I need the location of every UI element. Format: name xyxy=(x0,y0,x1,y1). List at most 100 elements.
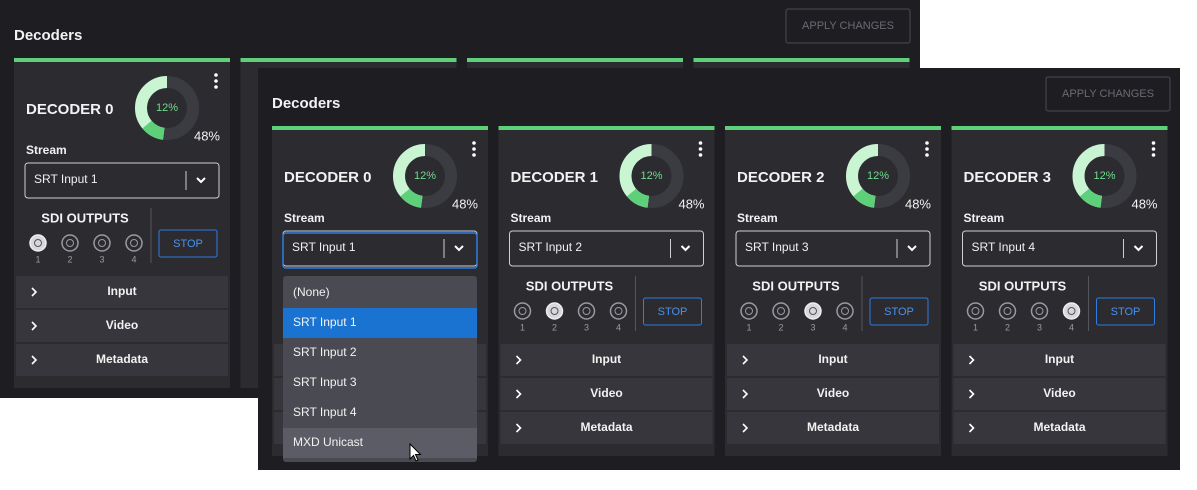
section-chevron xyxy=(31,321,38,331)
menu-dot[interactable] xyxy=(698,153,703,157)
section-chevron xyxy=(31,287,38,297)
menu-dot[interactable] xyxy=(925,153,929,157)
section-row[interactable] xyxy=(500,412,713,444)
stream-select[interactable] xyxy=(962,230,1157,267)
sdi-output-number: 2 xyxy=(552,322,557,332)
sdi-output-number: 1 xyxy=(35,254,40,264)
section-title: Input xyxy=(107,284,136,298)
section-row[interactable] xyxy=(727,412,939,444)
dropdown-option-label: SRT Input 4 xyxy=(293,405,357,419)
gauge-inner-arc xyxy=(1079,188,1103,208)
gauge-inner-arc xyxy=(142,120,165,140)
sdi-output[interactable] xyxy=(545,302,564,320)
stream-value: SRT Input 4 xyxy=(972,240,1036,254)
dropdown-option-label: SRT Input 1 xyxy=(293,315,357,329)
sdi-output[interactable] xyxy=(998,302,1017,320)
card-accent xyxy=(240,58,457,62)
sdi-output-dot xyxy=(518,307,527,315)
apply-label: APPLY CHANGES xyxy=(802,20,894,32)
sdi-output[interactable] xyxy=(804,302,822,320)
section-row[interactable] xyxy=(953,344,1166,376)
menu-dot[interactable] xyxy=(1151,147,1156,151)
select-chevron xyxy=(1133,245,1144,252)
card-accent xyxy=(467,58,683,62)
sdi-output[interactable] xyxy=(836,302,854,320)
sdi-output[interactable] xyxy=(125,234,143,252)
sdi-output[interactable] xyxy=(93,234,111,252)
stop-label: STOP xyxy=(658,306,688,318)
stop-button[interactable] xyxy=(643,297,702,326)
sdi-output-number: 2 xyxy=(67,254,72,264)
stream-value: SRT Input 1 xyxy=(34,172,98,186)
menu-dot[interactable] xyxy=(472,153,476,157)
section-chevron xyxy=(968,423,975,433)
sdi-output-dot xyxy=(777,307,785,315)
window-title: Decoders xyxy=(272,95,340,112)
gauge-inner-arc xyxy=(626,188,650,208)
card-accent xyxy=(498,126,715,130)
stop-button[interactable] xyxy=(869,297,929,326)
menu-dot[interactable] xyxy=(925,141,929,145)
section-row[interactable] xyxy=(727,344,939,376)
apply-button[interactable] xyxy=(1045,76,1171,112)
section-row[interactable] xyxy=(953,378,1166,410)
section-title: Video xyxy=(817,386,849,400)
menu-dot[interactable] xyxy=(698,141,703,145)
stop-button[interactable] xyxy=(158,229,218,258)
sdi-output[interactable] xyxy=(29,234,47,252)
menu-dot[interactable] xyxy=(1151,153,1156,157)
apply-button[interactable] xyxy=(785,8,911,44)
menu-dot[interactable] xyxy=(472,141,476,145)
select-chevron xyxy=(196,177,206,184)
sdi-output-number: 3 xyxy=(99,254,104,264)
sdi-output-dot xyxy=(1035,307,1044,315)
sdi-output-number: 2 xyxy=(1005,322,1010,332)
section-title: Metadata xyxy=(96,352,148,366)
decoder-name: DECODER 3 xyxy=(964,169,1052,186)
sdi-output[interactable] xyxy=(1030,302,1049,320)
stream-select[interactable] xyxy=(735,230,931,267)
menu-dot[interactable] xyxy=(214,85,218,89)
dropdown-option[interactable] xyxy=(283,308,477,338)
sdi-output[interactable] xyxy=(609,302,628,320)
sdi-output[interactable] xyxy=(577,302,596,320)
card-accent xyxy=(725,126,941,130)
dropdown-option-label: MXD Unicast xyxy=(293,435,364,449)
sdi-output-dot xyxy=(66,239,74,247)
section-row[interactable] xyxy=(500,378,713,410)
section-row[interactable] xyxy=(953,412,1166,444)
sdi-output-number: 3 xyxy=(1037,322,1042,332)
stop-button[interactable] xyxy=(1096,297,1155,326)
sdi-output-dot xyxy=(841,307,849,315)
menu-dot[interactable] xyxy=(925,147,929,151)
sdi-output[interactable] xyxy=(740,302,758,320)
section-row[interactable] xyxy=(16,344,228,376)
stream-select[interactable] xyxy=(509,230,704,267)
section-title: Input xyxy=(592,352,621,366)
sdi-output[interactable] xyxy=(61,234,79,252)
card-accent xyxy=(14,58,230,62)
sdi-output[interactable] xyxy=(1062,302,1081,320)
sdi-output-dot xyxy=(1067,307,1076,315)
menu-dot[interactable] xyxy=(1151,141,1156,145)
section-row[interactable] xyxy=(16,310,228,342)
menu-dot[interactable] xyxy=(472,147,476,151)
menu-dot[interactable] xyxy=(214,79,218,83)
sdi-output[interactable] xyxy=(966,302,985,320)
stream-select[interactable] xyxy=(24,162,220,199)
stream-value: SRT Input 3 xyxy=(745,240,809,254)
section-row[interactable] xyxy=(16,276,228,308)
sdi-output[interactable] xyxy=(513,302,532,320)
gauge-inner-arc xyxy=(400,188,423,208)
menu-dot[interactable] xyxy=(214,73,218,77)
menu-dot[interactable] xyxy=(698,147,703,151)
sdi-output[interactable] xyxy=(772,302,790,320)
section-row[interactable] xyxy=(500,344,713,376)
section-title: Input xyxy=(1045,352,1074,366)
gauge-inner-arc xyxy=(853,188,876,208)
section-row[interactable] xyxy=(727,378,939,410)
section-title: Input xyxy=(818,352,847,366)
gauge-inner-label: 12% xyxy=(867,170,889,182)
sdi-output-number: 1 xyxy=(746,322,751,332)
dropdown-option[interactable] xyxy=(283,428,477,458)
